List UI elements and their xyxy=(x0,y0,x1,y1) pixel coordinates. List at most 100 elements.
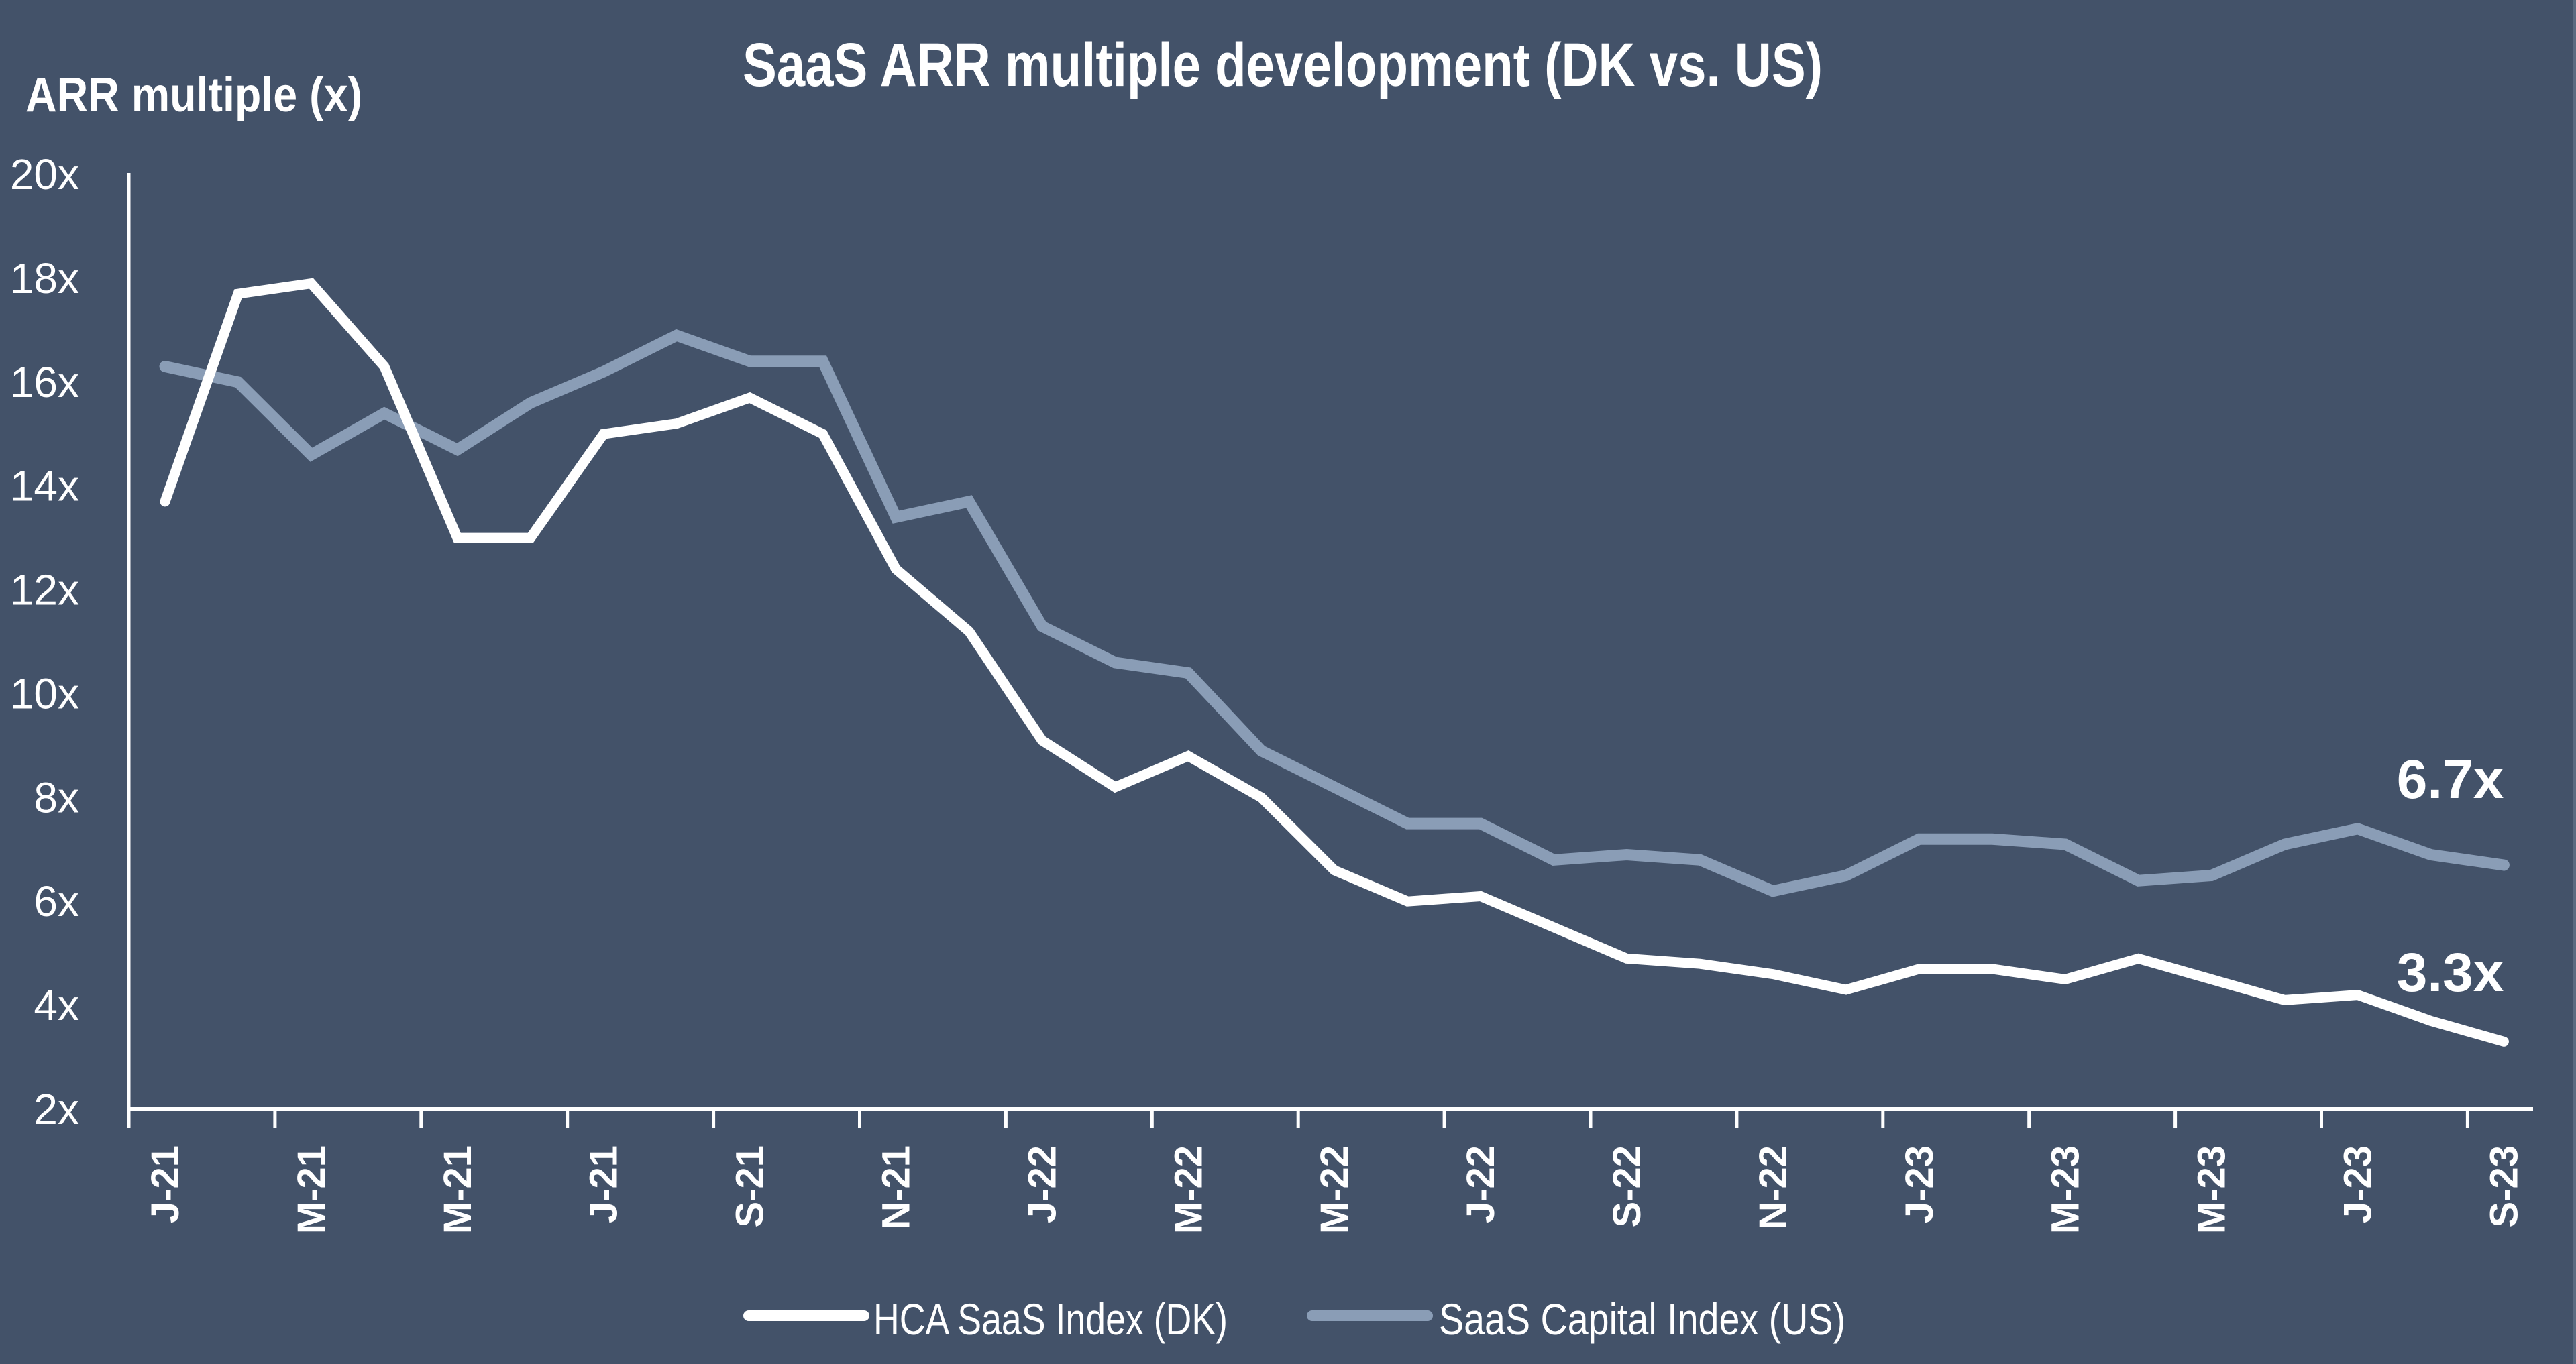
data-point-us xyxy=(1112,660,1118,665)
data-point-dk xyxy=(2428,1018,2434,1023)
end-label-us: 6.7x xyxy=(2397,749,2504,810)
y-tick-label: 20x xyxy=(10,150,79,198)
y-tick-label: 14x xyxy=(10,462,79,510)
y-tick-label: 8x xyxy=(34,773,79,821)
data-point-dk xyxy=(1258,795,1264,800)
x-tick-label: J-22 xyxy=(1020,1145,1064,1223)
data-point-us xyxy=(382,410,387,416)
data-point-dk xyxy=(601,431,606,437)
series-line-us xyxy=(159,329,2510,897)
data-point-us xyxy=(1478,821,1483,826)
data-point-dk xyxy=(382,364,387,370)
y-tick-label: 6x xyxy=(34,877,79,925)
data-point-dk xyxy=(235,291,241,296)
data-point-dk xyxy=(1551,925,1556,930)
data-point-dk xyxy=(1185,753,1191,758)
x-tick-label: N-21 xyxy=(875,1145,918,1230)
y-tick-label: 12x xyxy=(10,566,79,614)
data-point-us xyxy=(1405,821,1410,826)
data-point-us xyxy=(1185,671,1191,676)
data-point-us xyxy=(2501,862,2506,868)
series-line-dk xyxy=(160,278,2509,1047)
x-tick-label: M-21 xyxy=(290,1145,333,1234)
data-point-dk xyxy=(820,431,826,437)
x-tick-label: S-22 xyxy=(1605,1145,1649,1228)
data-point-dk xyxy=(1770,972,1776,977)
legend-label-dk: HCA SaaS Index (DK) xyxy=(873,1294,1228,1344)
data-point-us xyxy=(2063,842,2068,847)
x-tick-label: N-22 xyxy=(1752,1145,1795,1230)
data-point-us xyxy=(967,499,972,504)
data-point-dk xyxy=(162,499,168,504)
data-point-dk xyxy=(894,567,899,572)
data-point-dk xyxy=(2209,976,2214,982)
data-point-dk xyxy=(2136,956,2141,961)
data-point-dk xyxy=(2282,997,2288,1003)
legend-label-us: SaaS Capital Index (US) xyxy=(1439,1294,1845,1344)
data-point-dk xyxy=(674,421,680,427)
x-tick-label: M-23 xyxy=(2190,1145,2234,1234)
data-point-dk xyxy=(528,535,533,541)
data-point-us xyxy=(1332,785,1337,790)
data-point-us xyxy=(455,447,460,453)
data-point-us xyxy=(747,359,753,364)
data-point-us xyxy=(1770,889,1776,894)
data-point-dk xyxy=(747,395,753,400)
x-tick-label: J-21 xyxy=(144,1145,187,1223)
x-tick-label: M-23 xyxy=(2044,1145,2088,1234)
data-point-us xyxy=(2282,842,2288,847)
data-point-us xyxy=(235,380,241,385)
data-point-dk xyxy=(455,535,460,541)
y-tick-label: 2x xyxy=(34,1085,79,1133)
data-point-dk xyxy=(1843,987,1849,992)
data-point-dk xyxy=(1112,785,1118,790)
x-tick-label: J-23 xyxy=(1898,1145,1941,1223)
data-point-dk xyxy=(1917,966,1922,972)
x-tick-label: M-22 xyxy=(1313,1145,1356,1234)
y-axis-title: ARR multiple (x) xyxy=(25,68,362,122)
legend: HCA SaaS Index (DK) SaaS Capital Index (… xyxy=(743,1294,1845,1344)
data-point-us xyxy=(528,400,533,406)
legend-item-dk[interactable]: HCA SaaS Index (DK) xyxy=(743,1294,1228,1344)
y-tick-label: 4x xyxy=(34,981,79,1029)
data-point-us xyxy=(1697,857,1703,862)
end-label-dk: 3.3x xyxy=(2397,942,2504,1003)
y-tick-label: 10x xyxy=(10,669,79,718)
data-point-us xyxy=(1990,836,1995,842)
data-point-dk xyxy=(1039,738,1044,743)
data-point-us xyxy=(894,514,899,520)
data-point-us xyxy=(1551,857,1556,862)
data-point-us xyxy=(2428,852,2434,858)
data-point-dk xyxy=(1332,868,1337,873)
chart-title: SaaS ARR multiple development (DK vs. US… xyxy=(743,31,1823,99)
data-point-us xyxy=(309,452,314,457)
y-tick-label: 18x xyxy=(10,254,79,302)
data-point-dk xyxy=(1405,899,1410,904)
data-point-dk xyxy=(2063,976,2068,982)
data-point-us xyxy=(601,369,606,374)
series-group xyxy=(159,278,2510,1047)
data-point-us xyxy=(1843,873,1849,878)
data-point-us xyxy=(820,359,826,364)
data-point-us xyxy=(162,364,168,370)
axes xyxy=(127,173,2533,1128)
y-tick-label: 16x xyxy=(10,358,79,406)
data-point-us xyxy=(2136,878,2141,883)
data-point-us xyxy=(2209,873,2214,878)
data-point-us xyxy=(674,333,680,338)
data-point-dk xyxy=(1478,894,1483,899)
x-tick-label: J-23 xyxy=(2337,1145,2380,1223)
x-tick-label: J-21 xyxy=(582,1145,626,1223)
end-labels: 6.7x 3.3x xyxy=(2397,749,2504,1003)
x-tick-label: M-21 xyxy=(436,1145,480,1234)
data-point-dk xyxy=(2355,992,2361,998)
y-axis-ticks: 2x 4x 6x 8x 10x 12x 14x 16x 18x 20x xyxy=(10,150,79,1133)
legend-item-us[interactable]: SaaS Capital Index (US) xyxy=(1307,1294,1845,1344)
data-point-dk xyxy=(967,629,972,634)
x-tick-label: S-21 xyxy=(729,1145,772,1228)
data-point-us xyxy=(1039,624,1044,629)
data-point-dk xyxy=(1990,966,1995,972)
x-tick-label: S-23 xyxy=(2482,1145,2526,1228)
